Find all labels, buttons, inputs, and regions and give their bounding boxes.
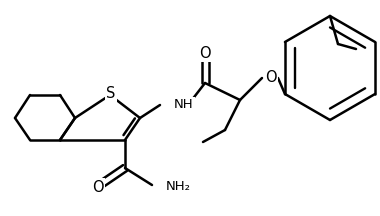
Text: NH: NH (174, 98, 194, 111)
Text: O: O (265, 70, 277, 86)
Text: S: S (106, 86, 116, 100)
Text: NH₂: NH₂ (166, 181, 191, 194)
Text: O: O (92, 179, 104, 194)
Text: O: O (199, 46, 211, 60)
